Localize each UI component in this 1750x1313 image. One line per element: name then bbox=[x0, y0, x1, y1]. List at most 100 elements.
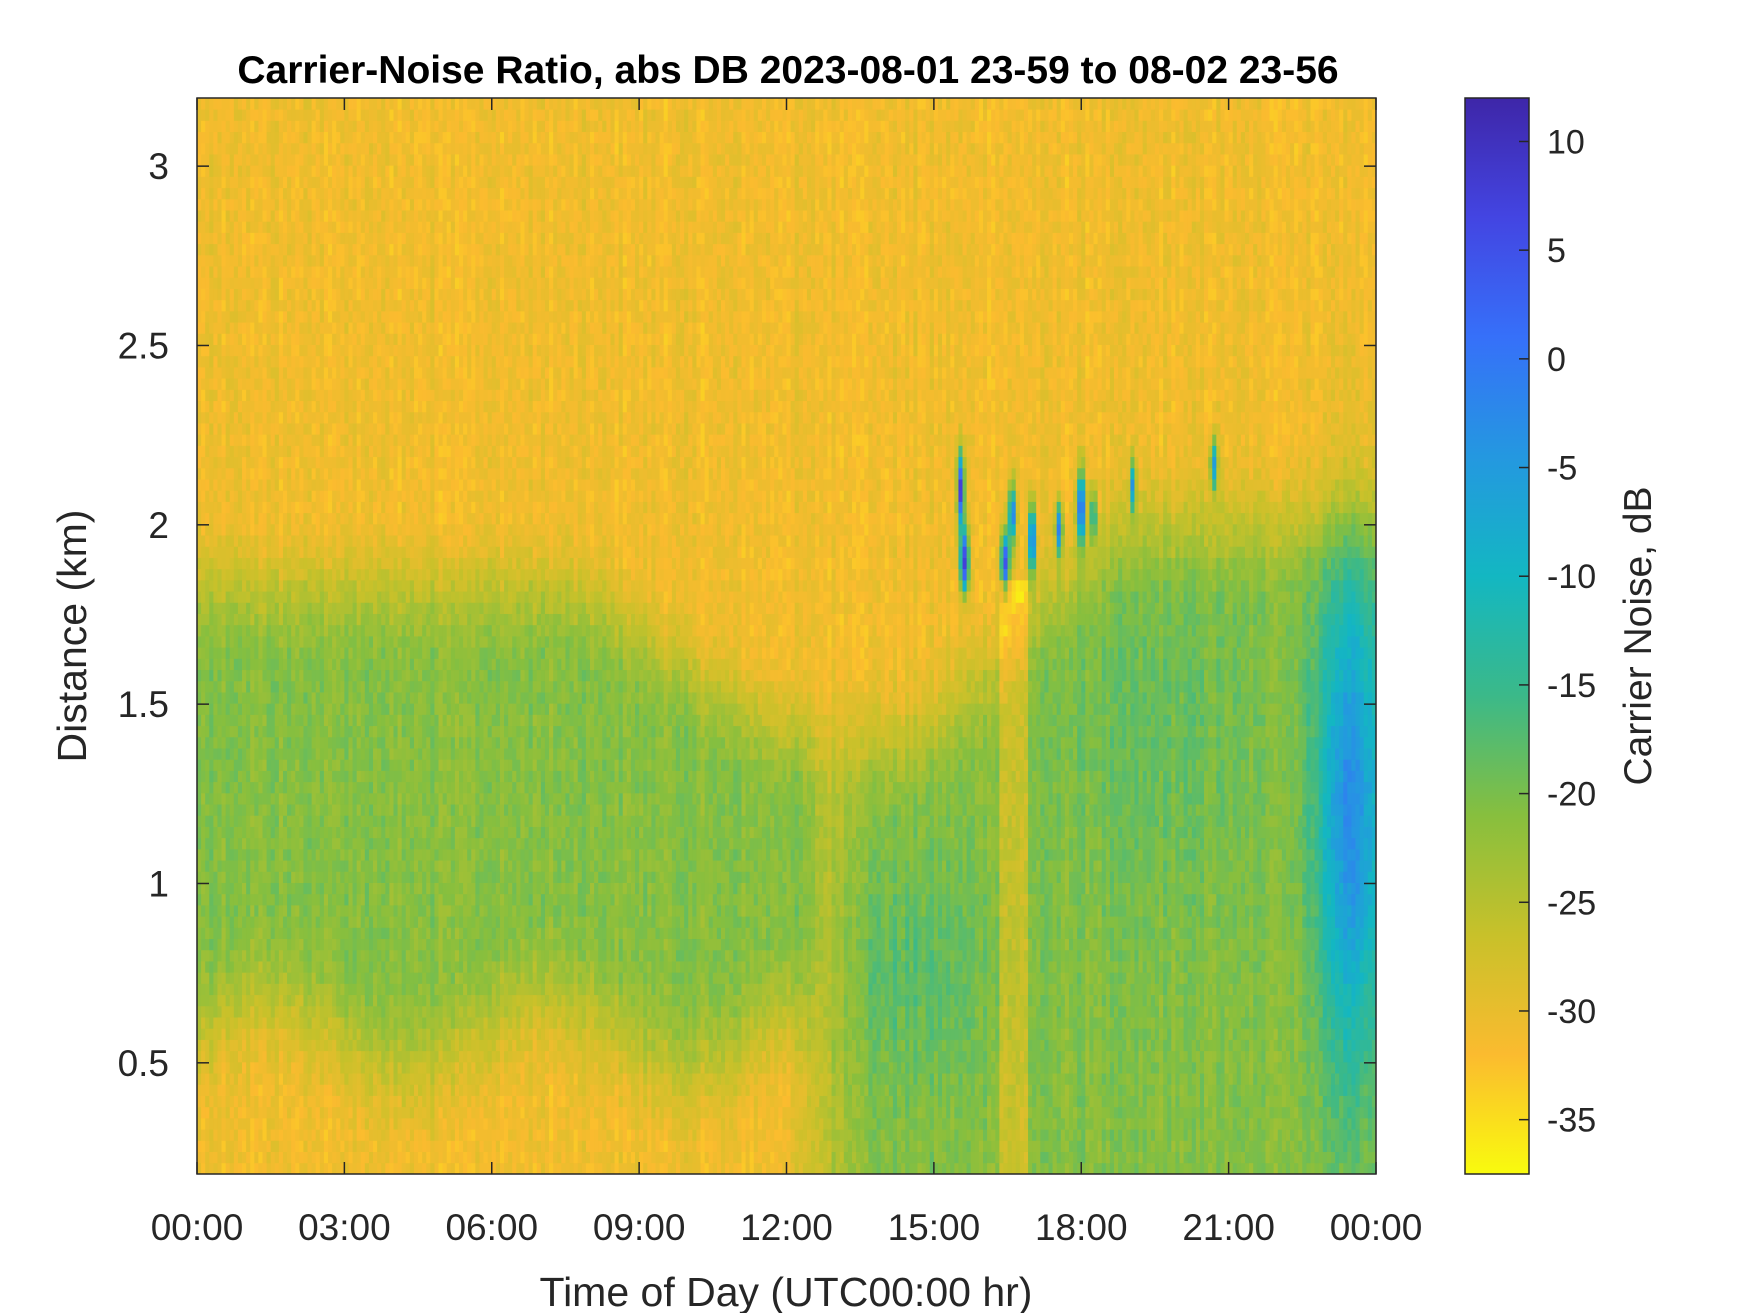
heatmap-cell bbox=[263, 502, 267, 514]
heatmap-cell bbox=[254, 782, 258, 794]
heatmap-cell bbox=[299, 972, 303, 984]
heatmap-cell bbox=[226, 457, 230, 469]
heatmap-cell bbox=[324, 759, 328, 771]
heatmap-cell bbox=[406, 412, 410, 424]
heatmap-cell bbox=[402, 614, 406, 626]
heatmap-cell bbox=[234, 210, 238, 222]
heatmap-cell bbox=[242, 983, 246, 995]
heatmap-cell bbox=[205, 1140, 209, 1152]
heatmap-cell bbox=[242, 737, 246, 749]
heatmap-cell bbox=[308, 1062, 312, 1074]
heatmap-cell bbox=[357, 109, 361, 121]
heatmap-cell bbox=[275, 883, 279, 895]
heatmap-cell bbox=[267, 277, 271, 289]
heatmap-cell bbox=[258, 1040, 262, 1052]
heatmap-cell bbox=[381, 580, 385, 592]
heatmap-cell bbox=[222, 132, 226, 144]
heatmap-cell bbox=[303, 759, 307, 771]
heatmap-cell bbox=[406, 311, 410, 323]
heatmap-cell bbox=[353, 154, 357, 166]
heatmap-cell bbox=[402, 927, 406, 939]
heatmap-cell bbox=[312, 524, 316, 536]
heatmap-cell bbox=[267, 849, 271, 861]
heatmap-cell bbox=[365, 558, 369, 570]
heatmap-cell bbox=[271, 1152, 275, 1164]
heatmap-cell bbox=[394, 1006, 398, 1018]
heatmap-cell bbox=[230, 300, 234, 312]
heatmap-cell bbox=[250, 457, 254, 469]
heatmap-cell bbox=[316, 1140, 320, 1152]
heatmap-cell bbox=[222, 457, 226, 469]
heatmap-cell bbox=[250, 883, 254, 895]
heatmap-cell bbox=[222, 524, 226, 536]
heatmap-cell bbox=[385, 546, 389, 558]
heatmap-cell bbox=[344, 109, 348, 121]
heatmap-cell bbox=[365, 98, 369, 110]
heatmap-cell bbox=[213, 625, 217, 637]
heatmap-cell bbox=[263, 558, 267, 570]
heatmap-cell bbox=[312, 871, 316, 883]
heatmap-cell bbox=[222, 703, 226, 715]
heatmap-cell bbox=[332, 356, 336, 368]
heatmap-cell bbox=[348, 815, 352, 827]
heatmap-cell bbox=[324, 972, 328, 984]
heatmap-cell bbox=[209, 502, 213, 514]
heatmap-cell bbox=[291, 771, 295, 783]
heatmap-cell bbox=[222, 255, 226, 267]
heatmap-cell bbox=[271, 927, 275, 939]
heatmap-cell bbox=[398, 445, 402, 457]
heatmap-cell bbox=[344, 647, 348, 659]
heatmap-cell bbox=[340, 737, 344, 749]
heatmap-cell bbox=[283, 625, 287, 637]
heatmap-cell bbox=[205, 1028, 209, 1040]
heatmap-cell bbox=[275, 143, 279, 155]
heatmap-cell bbox=[324, 132, 328, 144]
heatmap-cell bbox=[283, 132, 287, 144]
heatmap-cell bbox=[217, 726, 221, 738]
heatmap-cell bbox=[312, 154, 316, 166]
heatmap-cell bbox=[283, 569, 287, 581]
heatmap-cell bbox=[369, 412, 373, 424]
heatmap-cell bbox=[291, 1062, 295, 1074]
heatmap-cell bbox=[312, 771, 316, 783]
heatmap-cell bbox=[361, 838, 365, 850]
heatmap-cell bbox=[340, 1084, 344, 1096]
heatmap-cell bbox=[385, 1084, 389, 1096]
heatmap-cell bbox=[267, 883, 271, 895]
heatmap-cell bbox=[279, 1062, 283, 1074]
heatmap-cell bbox=[357, 939, 361, 951]
heatmap-cell bbox=[283, 771, 287, 783]
heatmap-cell bbox=[398, 714, 402, 726]
heatmap-cell bbox=[340, 434, 344, 446]
heatmap-cell bbox=[336, 860, 340, 872]
heatmap-cell bbox=[267, 714, 271, 726]
heatmap-cell bbox=[308, 143, 312, 155]
heatmap-cell bbox=[295, 759, 299, 771]
heatmap-cell bbox=[217, 221, 221, 233]
heatmap-cell bbox=[369, 345, 373, 357]
heatmap-cell bbox=[389, 614, 393, 626]
heatmap-cell bbox=[377, 109, 381, 121]
heatmap-cell bbox=[336, 815, 340, 827]
heatmap-cell bbox=[353, 983, 357, 995]
heatmap-cell bbox=[389, 1028, 393, 1040]
heatmap-cell bbox=[230, 1152, 234, 1164]
heatmap-cell bbox=[357, 580, 361, 592]
heatmap-cell bbox=[267, 1096, 271, 1108]
heatmap-cell bbox=[213, 1140, 217, 1152]
heatmap-cell bbox=[271, 333, 275, 345]
heatmap-cell bbox=[213, 255, 217, 267]
heatmap-cell bbox=[295, 266, 299, 278]
heatmap-cell bbox=[389, 681, 393, 693]
heatmap-cell bbox=[324, 199, 328, 211]
heatmap-cell bbox=[230, 1118, 234, 1130]
heatmap-cell bbox=[222, 782, 226, 794]
heatmap-cell bbox=[332, 479, 336, 491]
heatmap-cell bbox=[287, 714, 291, 726]
heatmap-cell bbox=[250, 345, 254, 357]
heatmap-cell bbox=[299, 1096, 303, 1108]
heatmap-cell bbox=[312, 1051, 316, 1063]
heatmap-cell bbox=[291, 793, 295, 805]
heatmap-cell bbox=[258, 860, 262, 872]
heatmap-cell bbox=[263, 311, 267, 323]
